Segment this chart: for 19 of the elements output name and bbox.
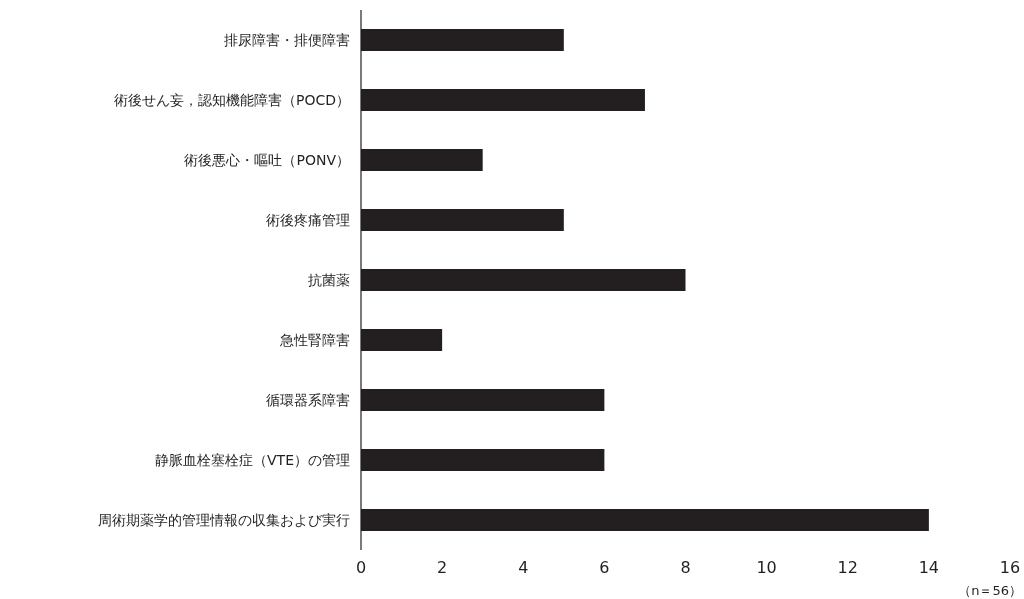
y-tick-label: 周術期薬学的管理情報の収集および実行 xyxy=(98,512,350,528)
y-tick-label: 抗菌薬 xyxy=(308,272,350,288)
x-tick-label: 6 xyxy=(599,558,610,577)
y-tick-label: 急性腎障害 xyxy=(279,332,350,348)
y-tick-label: 術後疼痛管理 xyxy=(266,212,350,228)
x-tick-label: 4 xyxy=(518,558,529,577)
x-tick-label: 10 xyxy=(756,558,777,577)
x-tick-label: 8 xyxy=(680,558,691,577)
x-tick-label: 0 xyxy=(355,558,367,577)
y-tick-label: 術後せん妄，認知機能障害（POCD） xyxy=(113,92,350,108)
y-tick-label: 静脈血栓塞栓症（VTE）の管理 xyxy=(155,452,350,468)
text: （n＝56） xyxy=(958,583,1022,598)
y-tick-label: 術後悪心・嘔吐（PONV） xyxy=(184,152,350,168)
y-tick-label: 排尿障害・排便障害 xyxy=(224,32,350,48)
y-tick-label: 循環器系障害 xyxy=(266,392,350,408)
x-tick-label: 16 xyxy=(999,558,1021,577)
x-tick-label: 12 xyxy=(837,558,858,577)
x-tick-label: 14 xyxy=(918,558,940,577)
x-tick-label: 2 xyxy=(437,558,448,577)
